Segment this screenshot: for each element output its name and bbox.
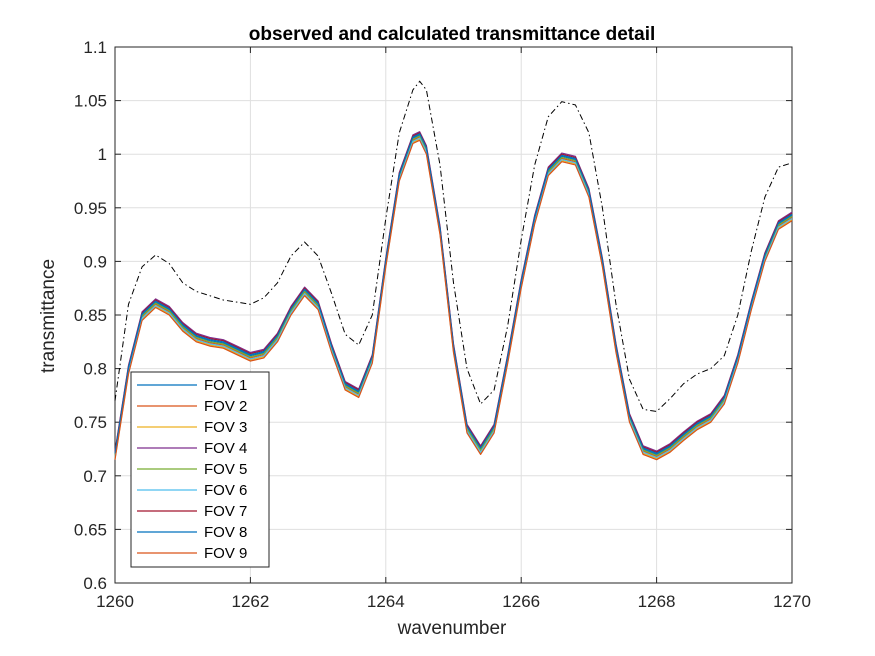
y-tick-label: 0.65 [74, 520, 107, 539]
chart-title: observed and calculated transmittance de… [249, 24, 656, 45]
y-tick-label: 1.05 [74, 92, 107, 111]
x-tick-label: 1266 [502, 592, 540, 611]
x-tick-label: 1264 [367, 592, 405, 611]
legend-label: FOV 3 [204, 419, 247, 436]
y-tick-label: 0.7 [83, 467, 107, 486]
legend-label: FOV 5 [204, 461, 247, 478]
legend-label: FOV 6 [204, 482, 247, 499]
series-layer [114, 80, 793, 461]
axes-box [114, 46, 793, 584]
y-tick-label: 0.75 [74, 413, 107, 432]
legend-label: FOV 7 [204, 503, 247, 520]
x-tick-label: 1262 [231, 592, 269, 611]
x-tick-label: 1268 [638, 592, 676, 611]
tick-labels: 1260 1262 1264 1266 1268 1270 0.6 0.65 0.7 0.75 0.… [74, 38, 811, 611]
legend: FOV 1 FOV 2 FOV 3 FOV 4 FOV 5 FOV 6 FOV 7 FOV 8… [130, 371, 270, 568]
series-line-calculated [114, 80, 793, 413]
y-tick-label: 0.6 [83, 574, 107, 593]
y-tick-label: 0.85 [74, 306, 107, 325]
y-tick-label: 1 [98, 145, 107, 164]
y-tick-label: 0.95 [74, 199, 107, 218]
series-line-fov-8 [114, 133, 793, 454]
legend-label: FOV 8 [204, 524, 247, 541]
x-axis-label: wavenumber [397, 618, 507, 639]
x-tick-label: 1270 [773, 592, 811, 611]
y-axis-label: transmittance [38, 259, 59, 373]
y-tick-label: 0.8 [83, 360, 107, 379]
legend-label: FOV 2 [204, 398, 247, 415]
x-tick-label: 1260 [96, 592, 134, 611]
series-line-fov-9 [114, 139, 793, 461]
legend-label: FOV 9 [204, 545, 247, 562]
legend-label: FOV 1 [204, 377, 247, 394]
y-tick-label: 1.1 [83, 38, 107, 57]
legend-label: FOV 4 [204, 440, 247, 457]
y-tick-label: 0.9 [83, 252, 107, 271]
